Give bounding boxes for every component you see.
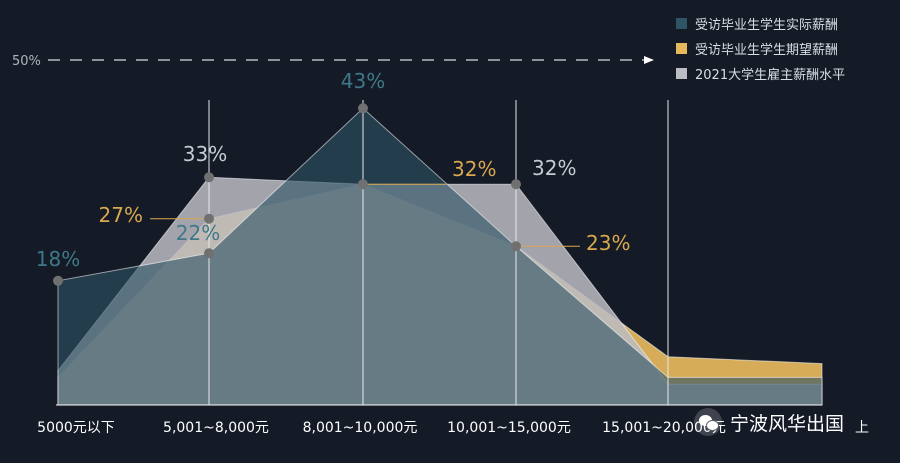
marker-actual: [53, 275, 63, 286]
x-tick-label: 15,001~20,000元: [602, 420, 726, 436]
data-label-employer: 32%: [532, 156, 576, 180]
legend-item-employer[interactable]: 2021大学生雇主薪酬水平: [676, 64, 846, 83]
data-label-actual: 43%: [341, 69, 385, 93]
marker-expected: [511, 241, 521, 252]
legend-label-expected: 受访毕业生学生期望薪酬: [695, 42, 839, 58]
x-tick-label: 上: [855, 420, 869, 436]
watermark: 宁波风华出国: [694, 408, 844, 436]
legend-item-expected[interactable]: 受访毕业生学生期望薪酬: [676, 39, 845, 58]
data-label-expected: 23%: [586, 231, 630, 255]
reference-arrow: [644, 56, 654, 64]
data-label-expected: 32%: [452, 157, 496, 181]
marker-employer: [204, 172, 214, 183]
marker-employer: [511, 179, 521, 190]
x-tick-label: 5000元以下: [37, 420, 115, 436]
data-label-actual: 22%: [176, 221, 220, 245]
marker-expected: [204, 213, 214, 224]
marker-actual: [358, 103, 368, 114]
marker-expected: [358, 179, 368, 190]
legend-swatch-expected: [676, 42, 687, 54]
wechat-icon: [694, 408, 722, 436]
data-label-actual: 18%: [36, 247, 80, 271]
legend: 受访毕业生学生实际薪酬 受访毕业生学生期望薪酬 2021大学生雇主薪酬水平: [676, 14, 846, 83]
legend-swatch-actual: [676, 17, 687, 29]
data-label-expected: 27%: [99, 203, 143, 227]
data-label-employer: 33%: [183, 142, 227, 166]
x-tick-label: 8,001~10,000元: [303, 420, 418, 436]
legend-item-actual[interactable]: 受访毕业生学生实际薪酬: [676, 14, 845, 33]
reference-line-label: 50%: [12, 54, 41, 69]
legend-label-employer: 2021大学生雇主薪酬水平: [695, 67, 846, 83]
marker-actual: [204, 248, 214, 259]
x-tick-label: 5,001~8,000元: [163, 420, 269, 436]
x-tick-label: 10,001~15,000元: [447, 420, 571, 436]
watermark-text: 宁波风华出国: [730, 412, 845, 435]
legend-label-actual: 受访毕业生学生实际薪酬: [695, 17, 839, 33]
legend-swatch-employer: [676, 67, 687, 79]
